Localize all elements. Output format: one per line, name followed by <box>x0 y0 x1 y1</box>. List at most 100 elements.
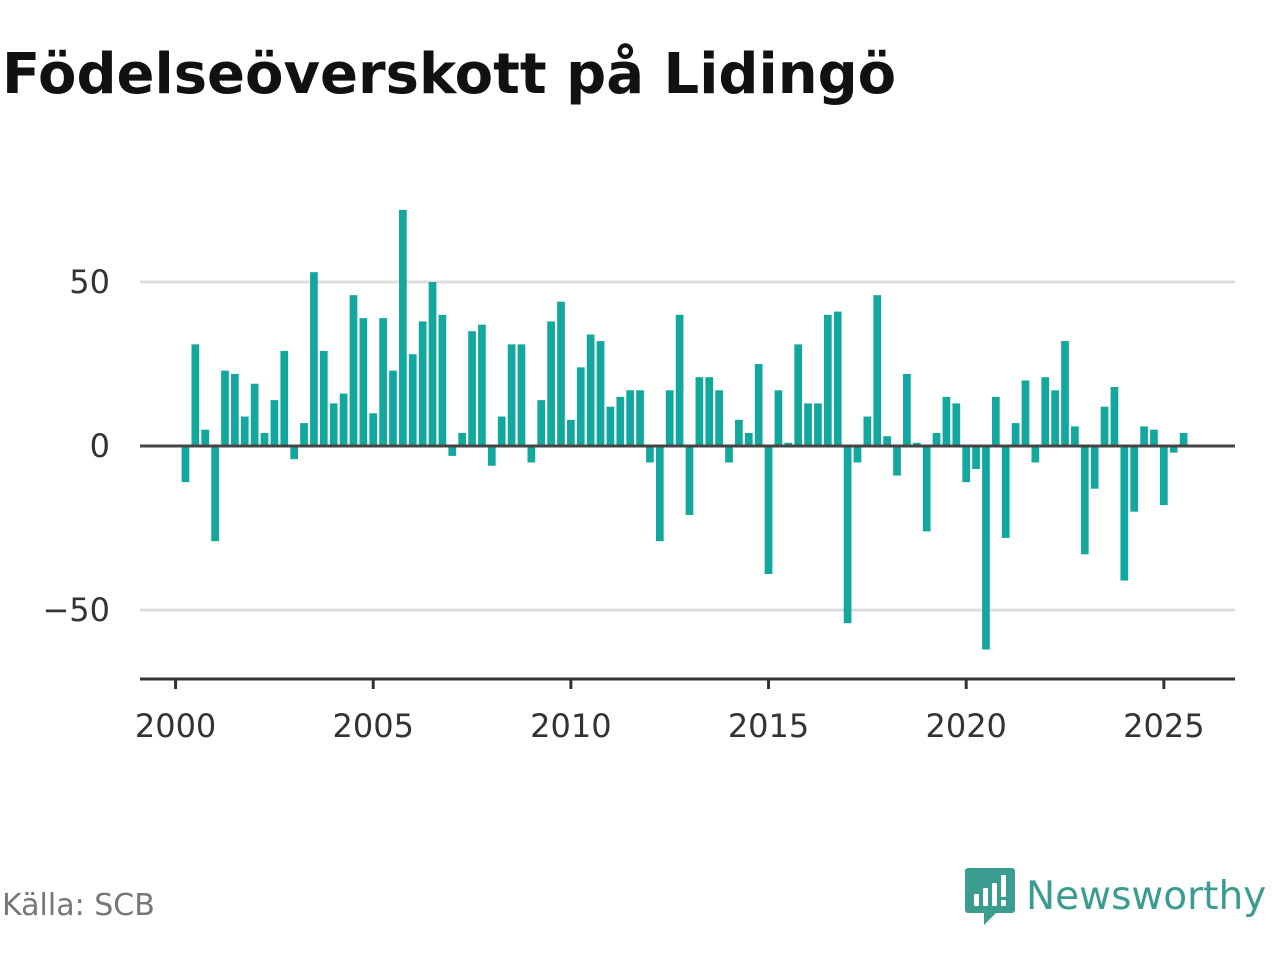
bar <box>665 390 674 447</box>
bar <box>863 416 872 447</box>
bar <box>438 314 447 447</box>
bar <box>369 413 378 447</box>
bar <box>1090 446 1099 489</box>
bar <box>231 373 239 447</box>
bar <box>942 396 951 447</box>
bar <box>389 370 397 447</box>
bar <box>1080 446 1089 555</box>
bar <box>646 446 654 463</box>
bars <box>181 209 1188 650</box>
bar <box>1179 432 1188 447</box>
brand-name: Newsworthy <box>1026 873 1267 919</box>
bar <box>705 377 714 447</box>
bar <box>547 321 555 447</box>
bar <box>616 396 625 447</box>
bar <box>833 311 842 447</box>
bar <box>922 446 931 532</box>
gridlines <box>140 280 1235 612</box>
bar <box>823 314 832 447</box>
bar <box>260 432 269 447</box>
bar <box>655 446 664 542</box>
bar <box>181 446 190 483</box>
bar <box>1001 446 1010 538</box>
bar <box>764 446 773 575</box>
brand-logo: Newsworthy <box>964 866 1266 926</box>
bar <box>932 432 941 447</box>
bar <box>310 272 318 447</box>
bar <box>191 344 200 447</box>
bar <box>567 419 575 447</box>
bar <box>250 383 259 447</box>
bar <box>537 400 546 447</box>
bar <box>784 442 793 447</box>
bar <box>339 393 348 447</box>
bar <box>280 350 289 447</box>
bar <box>428 282 437 447</box>
bar <box>497 416 506 447</box>
bar <box>883 436 891 447</box>
x-tick-label: 2020 <box>925 707 1006 745</box>
bar <box>418 321 427 447</box>
bar <box>1021 380 1030 447</box>
bar <box>399 209 407 447</box>
y-tick-label: −50 <box>42 591 110 629</box>
bar <box>903 373 911 447</box>
bar <box>1120 446 1129 581</box>
bar <box>408 354 417 447</box>
x-tick-label: 2025 <box>1123 707 1204 745</box>
bar <box>458 432 467 447</box>
bar <box>1140 426 1148 447</box>
bar <box>735 419 743 447</box>
bar <box>448 446 457 456</box>
bar <box>1100 406 1109 447</box>
x-axis: 2000 2005 2010 2015 2020 2025 <box>135 677 1235 745</box>
bar <box>853 446 862 463</box>
bar <box>1061 341 1069 447</box>
bar <box>319 350 328 447</box>
bar <box>962 446 971 483</box>
bar <box>1011 423 1020 447</box>
bar <box>517 344 526 447</box>
bar <box>991 396 1000 447</box>
bar <box>507 344 516 447</box>
bar <box>982 446 990 650</box>
bar <box>725 446 733 463</box>
bar <box>576 367 585 447</box>
x-tick-label: 2000 <box>135 707 216 745</box>
bar <box>744 432 753 447</box>
x-tick-label: 2010 <box>530 707 611 745</box>
bar <box>675 314 684 447</box>
bar <box>221 370 229 447</box>
bar <box>843 446 852 624</box>
bar <box>695 377 704 447</box>
bar <box>1150 429 1158 447</box>
bar <box>1169 446 1178 453</box>
bar <box>201 429 210 447</box>
bar <box>1130 446 1139 512</box>
y-tick-label: 50 <box>69 263 110 301</box>
bar <box>754 364 763 447</box>
bar <box>1051 390 1059 447</box>
bar <box>329 403 338 447</box>
bar <box>715 390 723 447</box>
bar <box>636 390 644 447</box>
bar <box>893 446 901 476</box>
bar <box>290 446 299 460</box>
bar <box>240 416 249 447</box>
bar <box>478 324 486 447</box>
bar <box>527 446 536 463</box>
bar <box>487 446 496 466</box>
bar <box>685 446 694 515</box>
bar <box>1110 387 1119 447</box>
bar <box>270 400 279 447</box>
bar <box>468 331 476 447</box>
bar <box>606 406 615 447</box>
bar <box>300 423 308 447</box>
bar <box>211 446 219 542</box>
bar <box>349 295 358 447</box>
bar <box>873 295 882 447</box>
bar <box>972 446 980 470</box>
bar <box>804 403 812 447</box>
y-tick-label: 0 <box>90 427 110 465</box>
